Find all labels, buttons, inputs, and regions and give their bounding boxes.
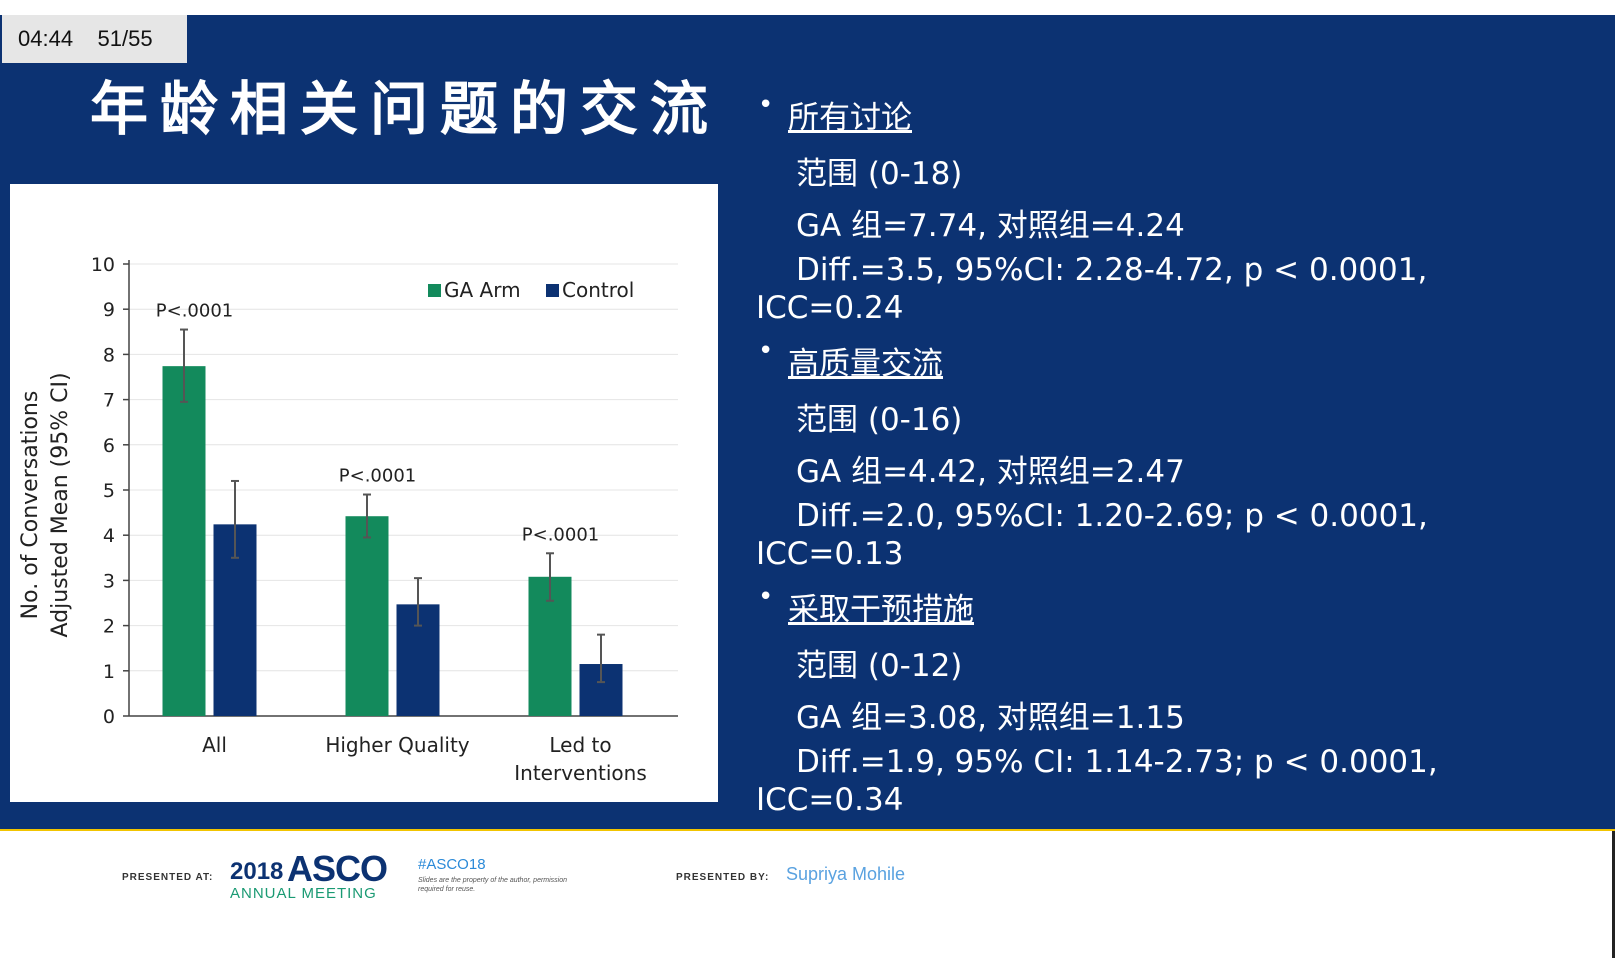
stats-section-all: • 所有讨论 范围 (0-18) GA 组=7.74, 对照组=4.24 Dif… — [756, 90, 1478, 326]
section-heading-text: 高质量交流 — [788, 346, 943, 382]
section-range: 范围 (0-18) — [796, 156, 963, 192]
chart-panel: 0 1 2 3 4 5 6 7 8 9 10 No. of Conversations Adjusted… — [10, 184, 718, 802]
stats-section-quality: • 高质量交流 范围 (0-16) GA 组=4.42, 对照组=2.47 Di… — [756, 336, 1478, 572]
section-heading-text: 采取干预措施 — [788, 592, 974, 628]
bar-chart: 0 1 2 3 4 5 6 7 8 9 10 No. of Conversations Adjusted… — [18, 254, 678, 785]
bullet-icon: • — [758, 336, 774, 366]
meeting-subtitle: ANNUAL MEETING — [230, 885, 377, 902]
footer-divider — [0, 829, 1615, 831]
x-tick-label: Higher Quality — [325, 733, 469, 757]
section-range: 范围 (0-16) — [796, 402, 963, 438]
stats-list: • 所有讨论 范围 (0-18) GA 组=7.74, 对照组=4.24 Dif… — [756, 88, 1478, 830]
section-groups: GA 组=4.42, 对照组=2.47 — [796, 454, 1185, 490]
y-tick-label: 1 — [103, 661, 115, 683]
section-heading: • 采取干预措施 — [758, 582, 1478, 628]
section-heading: • 所有讨论 — [758, 90, 1478, 136]
p-value-annotation: P<.0001 — [339, 466, 416, 487]
y-axis-label: No. of Conversations — [18, 391, 43, 620]
section-heading-text: 所有讨论 — [788, 100, 912, 136]
x-tick-label: All — [202, 733, 227, 757]
playback-status: 04:44 51/55 — [2, 15, 187, 63]
y-tick-label: 2 — [103, 616, 115, 638]
bar — [162, 366, 206, 716]
y-tick-label: 0 — [103, 706, 115, 728]
x-tick-label: Led to — [549, 733, 611, 757]
hashtag: #ASCO18 — [418, 856, 486, 873]
section-diff: Diff.=3.5, 95%CI: 2.28-4.72, p < 0.0001, — [796, 252, 1428, 288]
section-range: 范围 (0-12) — [796, 648, 963, 684]
section-groups: GA 组=3.08, 对照组=1.15 — [796, 700, 1185, 736]
bullet-icon: • — [758, 90, 774, 120]
bar — [345, 516, 389, 716]
legend-swatch — [428, 284, 441, 297]
slide-counter: 51/55 — [97, 26, 153, 51]
section-groups: GA 组=7.74, 对照组=4.24 — [796, 208, 1185, 244]
p-value-annotation: P<.0001 — [156, 301, 233, 322]
p-value-annotation: P<.0001 — [522, 524, 599, 545]
window-edge — [1612, 831, 1615, 958]
stats-section-interventions: • 采取干预措施 范围 (0-12) GA 组=3.08, 对照组=1.15 D… — [756, 582, 1478, 818]
section-heading: • 高质量交流 — [758, 336, 1478, 382]
legend-label: Control — [562, 278, 634, 302]
y-axis-label: Adjusted Mean (95% CI) — [48, 372, 73, 637]
y-tick-label: 7 — [103, 390, 115, 412]
y-tick-label: 8 — [103, 344, 115, 366]
section-diff: Diff.=1.9, 95% CI: 1.14-2.73; p < 0.0001… — [796, 744, 1438, 780]
y-tick-label: 3 — [103, 570, 115, 592]
y-tick-label: 4 — [103, 525, 115, 547]
section-icc: ICC=0.13 — [756, 536, 904, 572]
x-tick-label: Interventions — [514, 761, 647, 785]
legend-label: GA Arm — [444, 278, 521, 302]
presented-by-label: PRESENTED BY: — [676, 872, 770, 883]
section-diff: Diff.=2.0, 95%CI: 1.20-2.69; p < 0.0001, — [796, 498, 1428, 534]
presenter-name: Supriya Mohile — [786, 864, 906, 884]
presented-at-label: PRESENTED AT: — [122, 872, 214, 883]
slide-footer — [0, 831, 1615, 958]
elapsed-time: 04:44 — [18, 26, 74, 51]
legend-swatch — [546, 284, 559, 297]
y-tick-label: 10 — [91, 254, 115, 276]
meeting-year: 2018 — [230, 858, 284, 885]
section-icc: ICC=0.34 — [756, 782, 904, 818]
y-tick-label: 5 — [103, 480, 115, 502]
y-tick-label: 9 — [103, 299, 115, 321]
bullet-icon: • — [758, 582, 774, 612]
section-icc: ICC=0.24 — [756, 290, 904, 326]
y-tick-label: 6 — [103, 435, 115, 457]
slide-title: 年龄相关问题的交流 — [90, 75, 721, 143]
disclaimer: Slides are the property of the author, p… — [418, 877, 568, 893]
asco-logo: ASCO — [287, 848, 388, 889]
